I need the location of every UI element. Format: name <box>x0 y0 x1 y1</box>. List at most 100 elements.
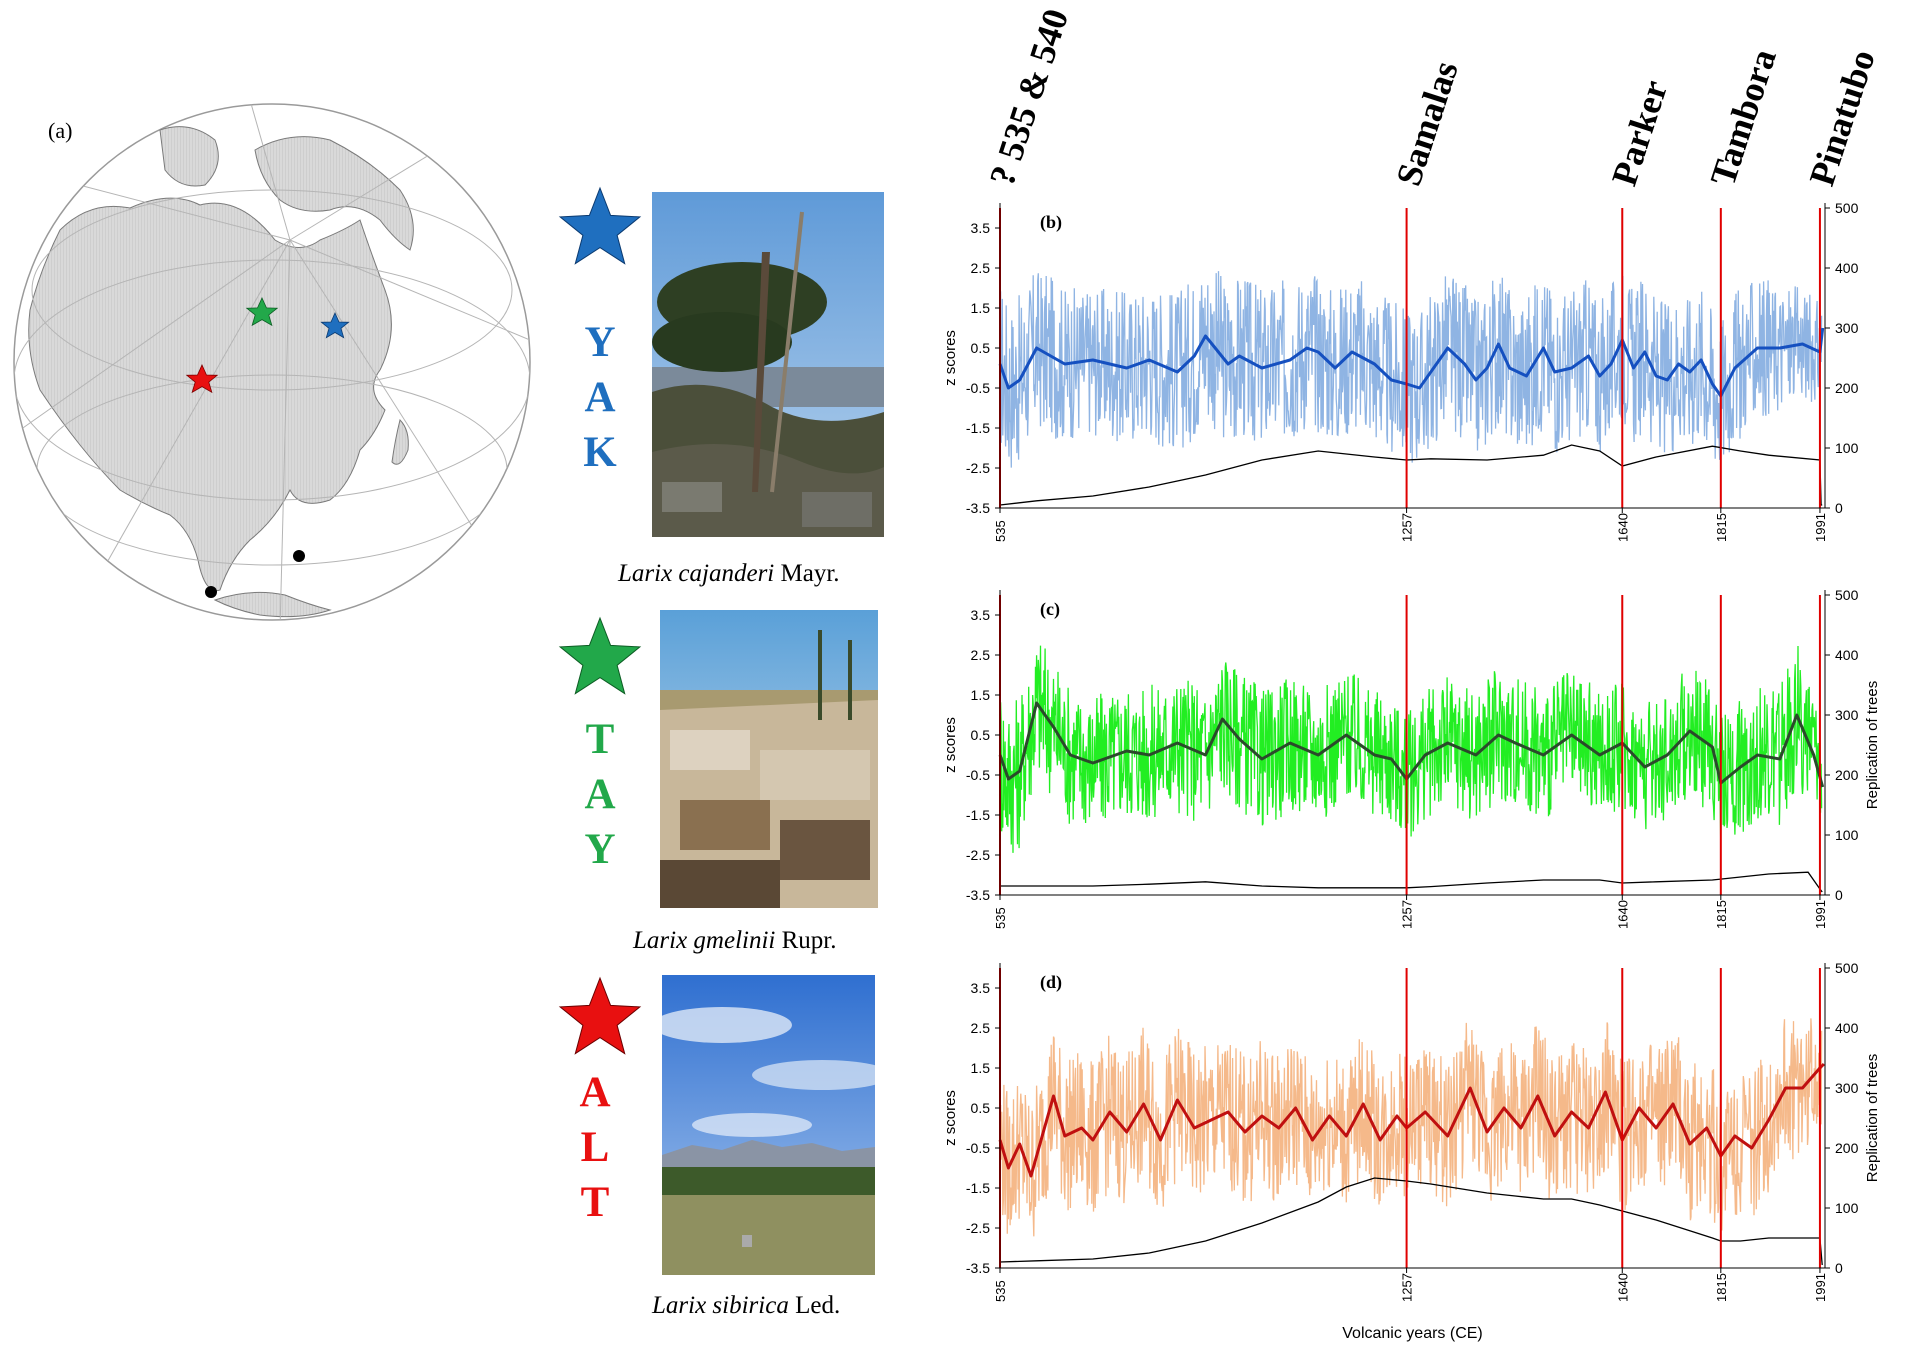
x-tick-label: 535 <box>993 520 1008 542</box>
y-axis-label: z scores <box>942 330 959 386</box>
yak-star <box>558 186 642 265</box>
chart-panel-1: 3.5 2.5 1.5 0.5 -0.5 -1.5 -2.5 -3.5 500 400 300 200… <box>942 587 1881 929</box>
y-tick-label: 2.5 <box>971 1020 991 1036</box>
site-star-yak <box>320 312 350 339</box>
x-tick-label: 1640 <box>1615 1273 1630 1302</box>
x-tick-label: 535 <box>993 1280 1008 1302</box>
panel-label: (d) <box>1040 972 1062 993</box>
yak-caption: Larix cajanderi Mayr. <box>618 560 840 588</box>
y-tick-label: -1.5 <box>966 1180 990 1196</box>
yak-letters: Y A K <box>570 315 630 480</box>
x-tick-label: 1257 <box>1400 1273 1415 1302</box>
panel-label: (b) <box>1040 212 1062 233</box>
x-tick-label: 1815 <box>1714 513 1729 542</box>
alt-species: Larix sibirica <box>652 1292 789 1319</box>
x-tick-label: 1815 <box>1714 900 1729 929</box>
tay-letters: T A Y <box>570 712 630 877</box>
y-tick-label: 3.5 <box>971 220 991 236</box>
y2-tick-label: 100 <box>1835 440 1859 456</box>
y-tick-label: -0.5 <box>966 380 990 396</box>
y-tick-label: 0.5 <box>971 727 991 743</box>
y2-tick-label: 500 <box>1835 960 1859 976</box>
y-axis-label: z scores <box>942 1090 959 1146</box>
volcano-dot-pinatubo <box>293 550 305 562</box>
y-tick-label: 0.5 <box>971 340 991 356</box>
y-tick-label: 1.5 <box>971 687 991 703</box>
y2-tick-label: 0 <box>1835 1260 1843 1276</box>
charts-panel: ? 535 & 540 Samalas Parker Tambora Pinatubo 3… <box>942 4 1883 1342</box>
y2-tick-label: 400 <box>1835 260 1859 276</box>
x-tick-label: 1991 <box>1813 1273 1828 1302</box>
y2-tick-label: 200 <box>1835 767 1859 783</box>
y2-axis-label: Replication of trees <box>1864 1054 1881 1182</box>
y2-tick-label: 200 <box>1835 1140 1859 1156</box>
y-tick-label: -3.5 <box>966 500 990 516</box>
eurasia-land <box>28 197 392 592</box>
y2-tick-label: 100 <box>1835 1200 1859 1216</box>
x-tick-label: 1991 <box>1813 900 1828 929</box>
x-axis-label: Volcanic years (CE) <box>1342 1325 1483 1342</box>
annual-series-line <box>999 1018 1823 1237</box>
x-tick-label: 535 <box>993 907 1008 929</box>
y2-tick-label: 300 <box>1835 1080 1859 1096</box>
replication-line <box>999 444 1823 506</box>
y-tick-label: 2.5 <box>971 260 991 276</box>
larix-cajanderi-photo <box>652 192 884 537</box>
smoothed-series-line <box>998 327 1825 398</box>
volcano-label: Parker <box>1604 75 1675 190</box>
globe-map: (a) <box>0 90 560 650</box>
x-tick-label: 1815 <box>1714 1273 1729 1302</box>
chart-panel-2: 3.5 2.5 1.5 0.5 -0.5 -1.5 -2.5 -3.5 500 400 300 200… <box>942 960 1881 1342</box>
tay-author: Rupr. <box>781 927 837 954</box>
alt-caption: Larix sibirica Led. <box>652 1292 840 1320</box>
y2-tick-label: 300 <box>1835 707 1859 723</box>
site-letter: Y <box>584 826 616 873</box>
site-letter: Y <box>584 319 616 366</box>
y-tick-label: -3.5 <box>966 1260 990 1276</box>
site-letter: L <box>580 1124 610 1171</box>
y-tick-label: 3.5 <box>971 980 991 996</box>
y2-tick-label: 500 <box>1835 587 1859 603</box>
volcano-label: Tambora <box>1702 44 1784 190</box>
y2-tick-label: 100 <box>1835 827 1859 843</box>
panel-label: (c) <box>1040 599 1060 620</box>
y2-tick-label: 300 <box>1835 320 1859 336</box>
indonesia-land <box>213 591 332 618</box>
y2-tick-label: 0 <box>1835 887 1843 903</box>
y-tick-label: -1.5 <box>966 807 990 823</box>
y2-tick-label: 0 <box>1835 500 1843 516</box>
replication-line <box>1000 871 1823 893</box>
y-tick-label: -0.5 <box>966 767 990 783</box>
y-tick-label: 0.5 <box>971 1100 991 1116</box>
site-star-tay <box>245 297 279 327</box>
x-tick-label: 1640 <box>1615 513 1630 542</box>
volcano-label: ? 535 & 540 <box>982 4 1077 190</box>
x-tick-label: 1991 <box>1813 513 1828 542</box>
y-tick-label: -2.5 <box>966 460 990 476</box>
y-tick-label: 2.5 <box>971 647 991 663</box>
y-tick-label: -2.5 <box>966 847 990 863</box>
y-tick-label: -3.5 <box>966 887 990 903</box>
yak-author: Mayr. <box>780 560 840 587</box>
site-star-alt <box>185 364 219 394</box>
y-axis-label: z scores <box>942 717 959 773</box>
y2-tick-label: 200 <box>1835 380 1859 396</box>
y-tick-label: 1.5 <box>971 300 991 316</box>
y-tick-label: -0.5 <box>966 1140 990 1156</box>
y2-tick-label: 400 <box>1835 647 1859 663</box>
yak-species: Larix cajanderi <box>618 560 775 587</box>
y-tick-label: 1.5 <box>971 1060 991 1076</box>
smoothed-series-line <box>998 701 1825 788</box>
site-letter: A <box>584 771 616 818</box>
tay-star <box>558 616 642 695</box>
y2-tick-label: 500 <box>1835 200 1859 216</box>
site-letter: T <box>585 716 615 763</box>
y2-tick-label: 400 <box>1835 1020 1859 1036</box>
alt-star <box>558 976 642 1055</box>
larix-gmelinii-photo <box>660 610 878 908</box>
volcano-dot-tambora <box>205 586 217 598</box>
alt-author: Led. <box>795 1292 841 1319</box>
volcano-label: Pinatubo <box>1801 45 1882 191</box>
x-tick-label: 1257 <box>1400 513 1415 542</box>
site-letter: K <box>583 429 617 476</box>
